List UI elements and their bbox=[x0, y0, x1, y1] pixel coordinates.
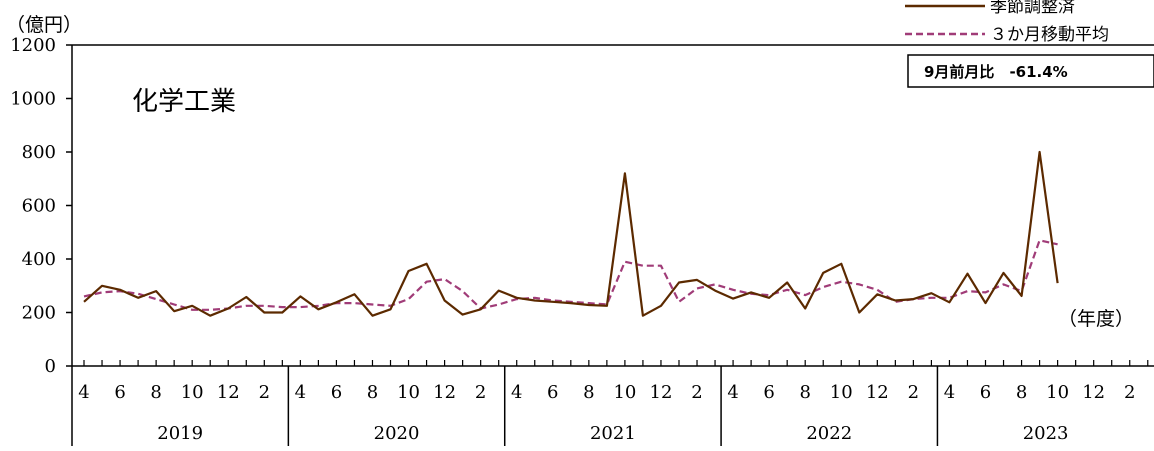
x-tick-label: 2 bbox=[1124, 382, 1135, 403]
year-label: 2019 bbox=[157, 423, 203, 444]
annotation-text: 9月前月比 -61.4% bbox=[924, 63, 1068, 81]
x-tick-label: 4 bbox=[944, 382, 955, 403]
x-tick-label: 2 bbox=[475, 382, 486, 403]
x-tick-label: 10 bbox=[613, 382, 636, 403]
x-tick-label: 12 bbox=[217, 382, 240, 403]
series-group bbox=[83, 150, 1059, 317]
year-label: 2022 bbox=[806, 423, 852, 444]
x-tick-label: 12 bbox=[866, 382, 889, 403]
y-axis-unit: （億円） bbox=[6, 14, 82, 36]
month-over-month-annotation: 9月前月比 -61.4% bbox=[907, 54, 1154, 88]
y-axis-ticks: 0 200 400 600 800 1000 1200 bbox=[10, 35, 72, 377]
x-tick-label: 6 bbox=[547, 382, 558, 403]
year-label: 2023 bbox=[1023, 423, 1069, 444]
x-tick-label: 4 bbox=[511, 382, 522, 403]
legend-label-seasonally-adjusted: 季節調整済 bbox=[990, 0, 1075, 17]
x-tick-label: 2 bbox=[259, 382, 270, 403]
x-tick-label: 12 bbox=[433, 382, 456, 403]
x-tick-label: 4 bbox=[295, 382, 306, 403]
y-tick-label: 600 bbox=[22, 196, 56, 217]
y-tick-label: 1000 bbox=[10, 89, 56, 110]
x-tick-label: 6 bbox=[114, 382, 125, 403]
x-tick-label: 4 bbox=[727, 382, 738, 403]
chart-title: 化学工業 bbox=[132, 87, 236, 117]
x-tick-label: 10 bbox=[181, 382, 204, 403]
x-tick-label: 8 bbox=[150, 382, 161, 403]
x-tick-label: 4 bbox=[78, 382, 89, 403]
y-tick-label: 800 bbox=[22, 142, 56, 163]
x-tick-label: 8 bbox=[583, 382, 594, 403]
legend-label-moving-average: ３か月移動平均 bbox=[990, 25, 1109, 45]
x-tick-label: 6 bbox=[980, 382, 991, 403]
x-tick-label: 12 bbox=[1082, 382, 1105, 403]
x-tick-label: 10 bbox=[1046, 382, 1069, 403]
x-tick-label: 10 bbox=[830, 382, 853, 403]
y-tick-label: 0 bbox=[45, 356, 56, 377]
x-tick-label: 8 bbox=[367, 382, 378, 403]
year-label: 2021 bbox=[590, 423, 636, 444]
x-tick-label: 8 bbox=[799, 382, 810, 403]
y-tick-label: 1200 bbox=[10, 35, 56, 56]
x-tick-label: 6 bbox=[331, 382, 342, 403]
series-line-moving-average bbox=[83, 239, 1058, 311]
series-line-seasonally-adjusted bbox=[83, 150, 1059, 317]
y-tick-label: 400 bbox=[22, 249, 56, 270]
y-tick-label: 200 bbox=[22, 303, 56, 324]
legend: 季節調整済 ３か月移動平均 bbox=[905, 0, 1109, 45]
year-label: 2020 bbox=[374, 423, 420, 444]
x-axis-unit: （年度） bbox=[1058, 308, 1134, 330]
x-tick-label: 6 bbox=[763, 382, 774, 403]
x-tick-label: 2 bbox=[908, 382, 919, 403]
x-tick-label: 10 bbox=[397, 382, 420, 403]
x-tick-label: 2 bbox=[691, 382, 702, 403]
x-tick-label: 8 bbox=[1016, 382, 1027, 403]
x-tick-label: 12 bbox=[650, 382, 673, 403]
annotation-box bbox=[907, 54, 1154, 88]
